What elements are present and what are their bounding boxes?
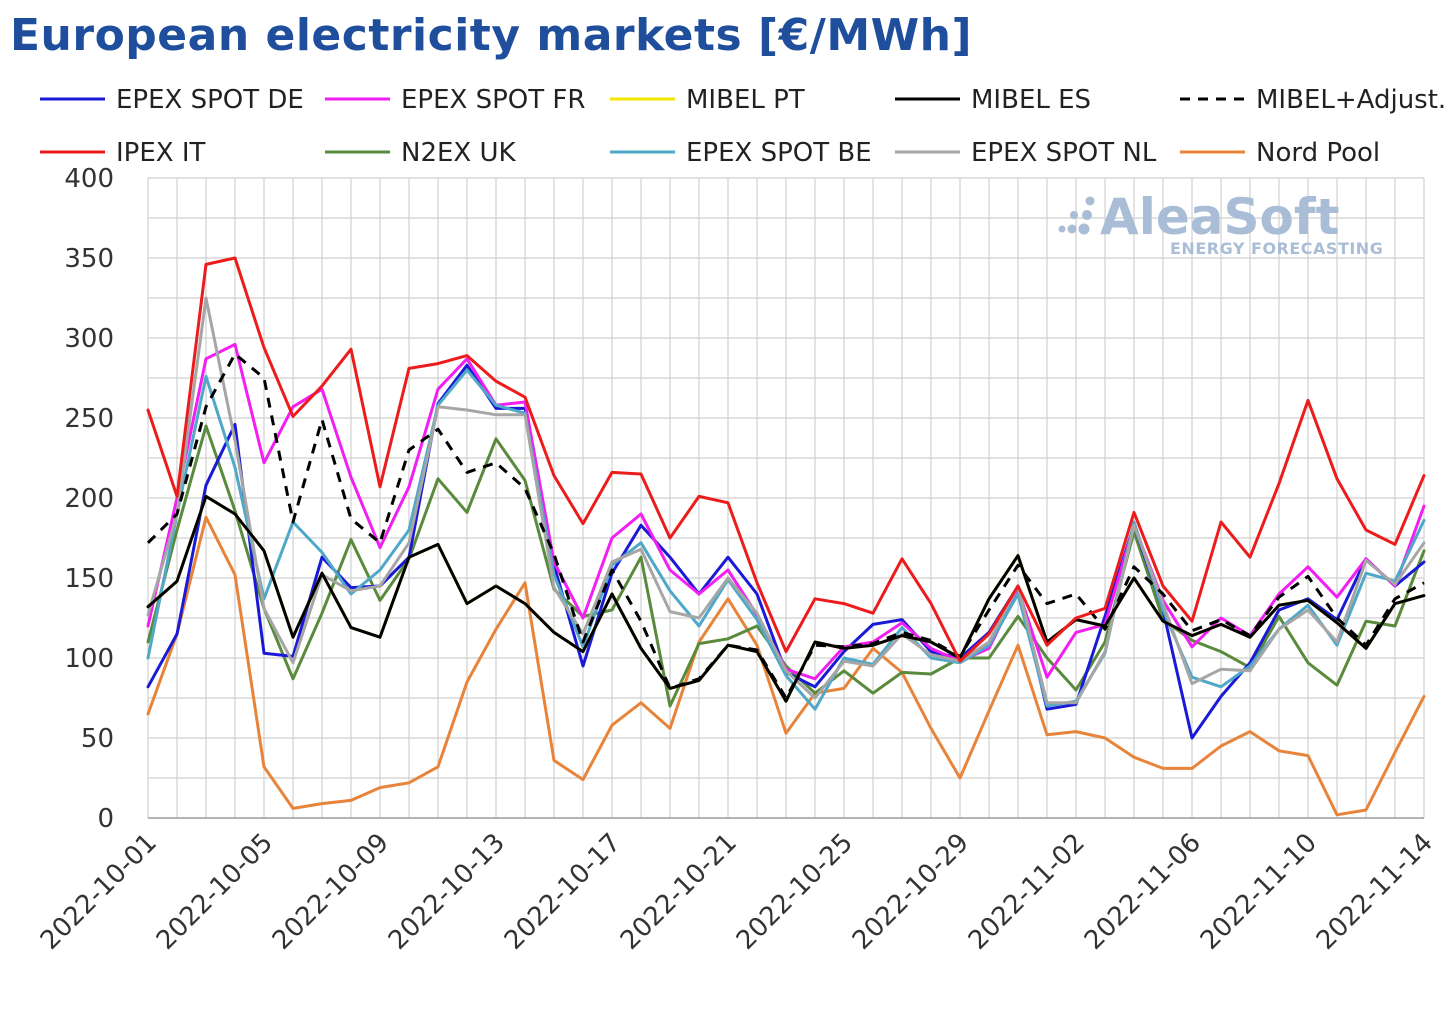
x-tick-label: 2022-10-25 bbox=[731, 828, 859, 956]
legend-label-epex-spot-be: EPEX SPOT BE bbox=[686, 138, 872, 168]
axes: 0501001502002503003504002022-10-012022-1… bbox=[35, 164, 1439, 956]
legend-label-ipex-it: IPEX IT bbox=[116, 138, 206, 168]
series-lines bbox=[146, 256, 1426, 817]
series-line-epex-spot-nl bbox=[146, 296, 1426, 705]
legend-label-mibel-adjust: MIBEL+Adjust. bbox=[1256, 85, 1446, 115]
x-tick-label: 2022-10-01 bbox=[35, 828, 163, 956]
legend-label-mibel-pt: MIBEL PT bbox=[686, 85, 805, 115]
aleasoft-logo-icon bbox=[1058, 196, 1095, 235]
series-line-nord-pool bbox=[146, 515, 1426, 817]
x-tick-label: 2022-10-17 bbox=[499, 828, 627, 956]
y-tick-label: 150 bbox=[64, 564, 114, 594]
watermark-brand: AleaSoft bbox=[1100, 188, 1340, 246]
chart-title: European electricity markets [€/MWh] bbox=[10, 10, 973, 61]
x-tick-label: 2022-10-29 bbox=[847, 828, 975, 956]
series-line-epex-spot-be bbox=[146, 368, 1426, 711]
y-tick-label: 50 bbox=[81, 724, 114, 754]
x-tick-label: 2022-10-09 bbox=[267, 828, 395, 956]
series-line-mibel-es bbox=[146, 494, 1426, 703]
series-line-ipex-it bbox=[146, 256, 1426, 663]
series-line-mibel-adjust bbox=[146, 352, 1425, 700]
y-tick-label: 100 bbox=[64, 644, 114, 674]
legend-label-n2ex-uk: N2EX UK bbox=[401, 138, 517, 168]
watermark-tagline: ENERGY FORECASTING bbox=[1170, 239, 1383, 258]
watermark: AleaSoft ENERGY FORECASTING bbox=[1058, 188, 1383, 258]
y-tick-label: 250 bbox=[64, 404, 114, 434]
legend-label-nord-pool: Nord Pool bbox=[1256, 138, 1380, 168]
legend-label-mibel-es: MIBEL ES bbox=[971, 85, 1091, 115]
y-tick-label: 0 bbox=[97, 804, 114, 834]
x-tick-label: 2022-10-05 bbox=[151, 828, 279, 956]
y-tick-label: 300 bbox=[64, 324, 114, 354]
x-tick-label: 2022-11-02 bbox=[963, 828, 1091, 956]
legend-label-epex-spot-fr: EPEX SPOT FR bbox=[401, 85, 585, 115]
grid bbox=[147, 177, 1425, 819]
y-tick-label: 350 bbox=[64, 244, 114, 274]
series-line-n2ex-uk bbox=[146, 424, 1426, 708]
legend-label-epex-spot-de: EPEX SPOT DE bbox=[116, 85, 304, 115]
x-tick-label: 2022-10-13 bbox=[383, 828, 511, 956]
x-tick-label: 2022-10-21 bbox=[615, 828, 743, 956]
y-tick-label: 400 bbox=[64, 164, 114, 194]
legend: EPEX SPOT DE EPEX SPOT FR MIBEL PT MIBEL ES… bbox=[40, 85, 1446, 168]
legend-label-epex-spot-nl: EPEX SPOT NL bbox=[971, 138, 1157, 168]
y-tick-label: 200 bbox=[64, 484, 114, 514]
x-tick-label: 2022-11-14 bbox=[1311, 828, 1439, 956]
x-tick-label: 2022-11-06 bbox=[1079, 828, 1207, 956]
x-tick-label: 2022-11-10 bbox=[1195, 828, 1323, 956]
